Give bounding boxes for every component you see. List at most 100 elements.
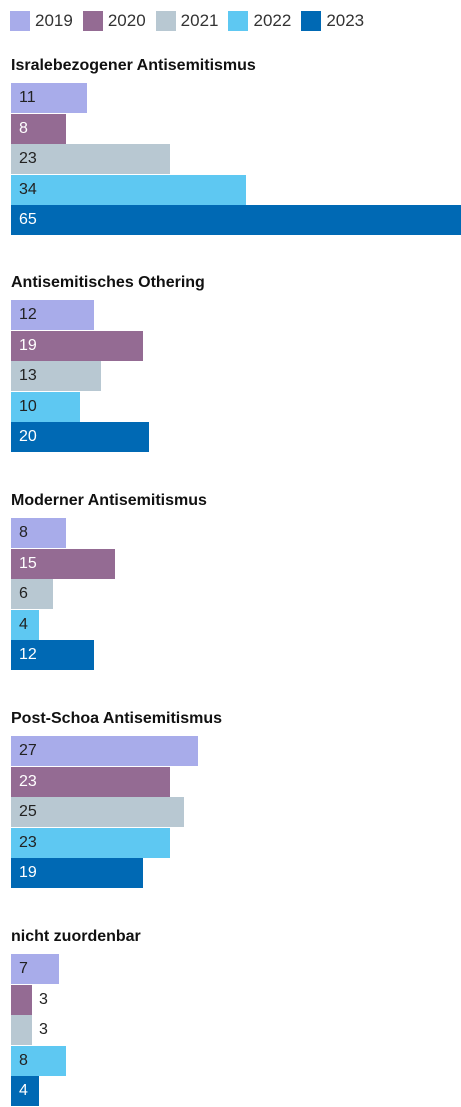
legend-label: 2023 [326,11,365,30]
bar-2023 [11,858,143,888]
bar-row: 27 [11,736,461,766]
bar-row: 12 [11,640,461,670]
bar-row: 19 [11,858,461,888]
group-title: nicht zuordenbar [11,928,141,945]
bar-group: Isralebezogener Antisemitismus 11 8 23 34 65 [11,55,461,236]
bar-2022 [11,1045,66,1076]
bar-value-label: 20 [19,428,37,445]
bar-row: 11 [11,83,461,113]
legend-swatch [10,11,30,31]
legend-swatch [301,11,322,31]
bar-value-label: 10 [19,397,37,415]
bar-value-label: 25 [19,803,37,820]
bar-2022 [11,391,80,422]
legend-label: 2020 [107,11,146,30]
bar-value-label: 15 [19,554,37,572]
bar-value-label: 34 [19,180,37,198]
legend-item-2023: 2023 [301,11,364,31]
bar-row: 34 [11,174,461,205]
legend-item-2022: 2022 [228,11,291,31]
bar-value-label: 12 [19,646,37,663]
bar-row: 8 [11,1045,461,1076]
bar-row: 19 [11,330,461,361]
bar-value-label: 23 [19,833,37,851]
bar-row: 7 [11,954,461,984]
legend-item-2020: 2020 [82,11,146,31]
bar-value-label: 6 [19,585,28,602]
bar-value-label: 19 [19,864,37,881]
legend-swatch [82,11,103,31]
bar-row: 4 [11,609,461,640]
bar-group: Post-Schoa Antisemitismus 27 23 25 23 19 [11,708,461,889]
bar-value-label: 19 [19,336,37,354]
bar-2023 [11,205,461,235]
bar-2022 [11,827,170,858]
chart-legend: 2019 2020 2021 2022 2023 [10,9,374,33]
bar-2019 [11,518,66,548]
bar-row: 23 [11,827,461,858]
bar-2020 [11,113,66,144]
bar-value-label: 12 [19,306,37,323]
bar-2019 [11,736,198,766]
bar-row: 10 [11,391,461,422]
bar-value-label: 7 [19,960,28,977]
bar-row: 20 [11,422,461,452]
bar-row: 8 [11,518,461,548]
legend-swatch [228,11,249,31]
bar-2019 [11,83,87,113]
bar-2021 [11,579,53,609]
bar-2020 [11,548,115,579]
bar-2022 [11,174,246,205]
legend-label: 2021 [180,11,219,30]
bar-row: 25 [11,797,461,827]
bar-row: 12 [11,300,461,330]
bar-value-label: 4 [19,615,28,633]
bar-value-label: 65 [19,211,37,228]
bar-group: nicht zuordenbar 7 3 3 8 4 [11,926,461,1107]
bar-group: Antisemitisches Othering 12 19 13 10 20 [11,272,461,453]
bar-row: 65 [11,205,461,235]
bar-value-label: 3 [39,1021,48,1038]
bar-row: 23 [11,144,461,174]
bar-value-label: 8 [19,119,28,137]
bar-row: 6 [11,579,461,609]
bar-2019 [11,954,59,984]
legend-label: 2019 [35,11,73,30]
bar-row: 3 [11,1015,461,1045]
bar-value-label: 23 [19,150,37,167]
bar-row: 13 [11,361,461,391]
bar-value-label: 23 [19,772,37,790]
bar-2021 [11,1015,32,1045]
bar-2021 [11,361,101,391]
group-title: Isralebezogener Antisemitismus [11,57,256,74]
bar-row: 4 [11,1076,461,1106]
bar-2023 [11,422,149,452]
bar-2022 [11,609,39,640]
bar-row: 15 [11,548,461,579]
bar-2021 [11,144,170,174]
bar-group: Moderner Antisemitismus 8 15 6 4 12 [11,490,461,671]
group-title: Post-Schoa Antisemitismus [11,710,223,727]
bar-2020 [11,330,143,361]
legend-item-2019: 2019 [10,11,73,31]
bar-value-label: 13 [19,367,37,384]
legend-item-2021: 2021 [155,11,219,31]
bar-2021 [11,797,184,827]
bar-row: 3 [11,984,461,1015]
bar-value-label: 3 [39,990,48,1008]
bar-2019 [11,300,94,330]
group-title: Moderner Antisemitismus [11,492,207,509]
bar-2020 [11,766,170,797]
bar-value-label: 8 [19,1051,28,1069]
bar-row: 8 [11,113,461,144]
bar-value-label: 27 [19,742,37,759]
bar-2020 [11,984,32,1015]
bar-value-label: 11 [19,89,36,106]
group-title: Antisemitisches Othering [11,274,205,291]
bar-value-label: 8 [19,524,28,541]
bar-row: 23 [11,766,461,797]
bar-2023 [11,640,94,670]
legend-label: 2022 [253,11,292,30]
legend-swatch [155,11,176,31]
bar-value-label: 4 [19,1082,28,1099]
